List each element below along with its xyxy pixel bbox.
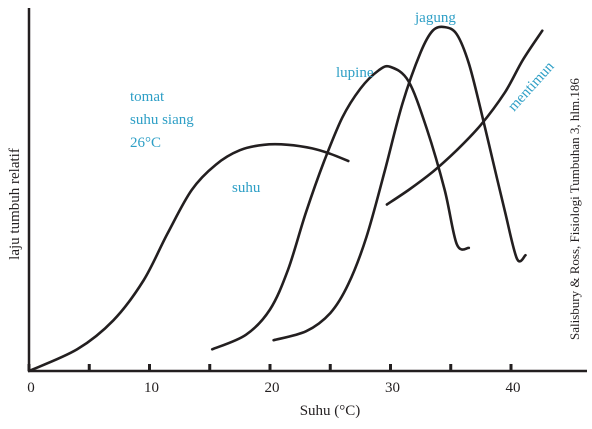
x-tick-label: 40 [506, 380, 521, 396]
tomat-daytemp-label: suhu siang [130, 112, 194, 128]
suhu-label: suhu [232, 180, 261, 196]
series-line-mentimun [385, 29, 544, 206]
series-line-lupine [210, 64, 471, 351]
x-axis-label: Suhu (°C) [300, 403, 361, 419]
x-tick-label: 10 [144, 380, 159, 396]
jagung-label: jagung [414, 10, 456, 26]
source-credit: Salisbury & Ross, Fisiologi Tumbuhan 3, … [567, 78, 582, 340]
y-axis-label: laju tumbuh relatif [7, 148, 23, 260]
x-tick-labels: 0 10 20 30 40 [27, 380, 520, 396]
x-tick-label: 0 [27, 380, 35, 396]
axes [27, 8, 587, 373]
tomat-temperature-label: 26°C [130, 135, 161, 151]
x-tick-label: 30 [385, 380, 400, 396]
series-line-jagung [272, 25, 527, 342]
series-lines [27, 25, 544, 373]
x-ticks [27, 364, 513, 371]
series-line-tomat [27, 142, 350, 373]
mentimun-label: mentimun [505, 58, 558, 114]
x-tick-label: 20 [265, 380, 280, 396]
lupine-label: lupine [336, 65, 374, 81]
tomat-label: tomat [130, 89, 165, 105]
